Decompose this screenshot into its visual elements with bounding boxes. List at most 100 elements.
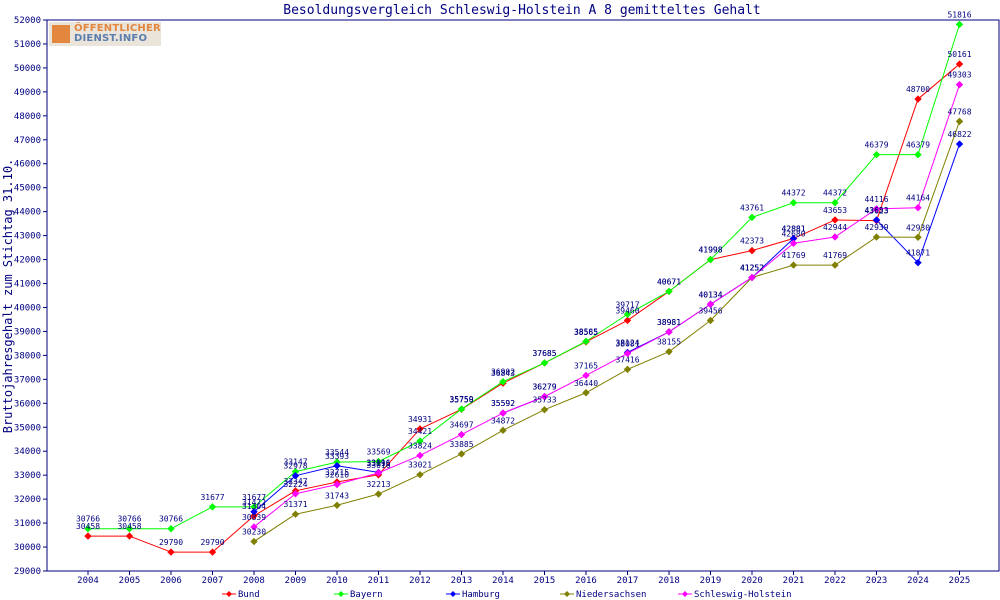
series-layer	[84, 20, 964, 556]
series-line-segment	[585, 353, 628, 376]
data-point	[706, 300, 715, 308]
series-line-segment	[710, 250, 753, 261]
data-label: 50161	[947, 50, 971, 59]
series-line-segment	[710, 217, 753, 260]
data-label: 38585	[574, 327, 598, 336]
data-point	[167, 524, 175, 533]
data-point	[872, 205, 881, 213]
data-point	[665, 328, 673, 336]
series-line-segment	[834, 219, 877, 222]
series-line-segment	[917, 84, 960, 208]
data-point	[706, 316, 715, 325]
legend-marker	[450, 591, 456, 597]
series-line-segment	[585, 368, 628, 394]
data-label: 38155	[657, 338, 681, 347]
series-line-segment	[502, 396, 545, 414]
x-tick-label: 2009	[285, 576, 307, 586]
y-tick-label: 37000	[14, 375, 41, 385]
data-label: 40134	[698, 290, 722, 299]
data-point	[499, 409, 507, 417]
data-label: 46822	[947, 130, 971, 139]
series-line-segment	[544, 340, 587, 364]
series-line-segment	[751, 237, 794, 252]
data-label: 32347	[283, 477, 307, 486]
legend-label: Bund	[238, 590, 260, 600]
x-tick-label: 2004	[77, 576, 99, 586]
y-tick-label: 50000	[14, 64, 41, 74]
series-line-segment	[585, 319, 628, 343]
data-point	[416, 425, 424, 433]
data-point	[706, 255, 715, 264]
data-point	[250, 523, 258, 531]
data-label: 43623	[864, 207, 888, 216]
series-line-segment	[502, 362, 545, 383]
data-point	[623, 365, 632, 374]
data-point	[125, 532, 134, 540]
data-label: 37416	[615, 355, 639, 364]
data-label: 47768	[947, 107, 971, 116]
series-line-segment	[295, 481, 338, 492]
data-point	[291, 490, 300, 498]
data-label: 34697	[449, 421, 473, 430]
data-label: 41252	[740, 263, 764, 272]
x-tick-label: 2005	[119, 576, 141, 586]
data-label: 30458	[117, 522, 141, 531]
x-tick-label: 2021	[783, 576, 805, 586]
y-tick-label: 51000	[14, 40, 41, 50]
data-label: 31304	[242, 502, 266, 511]
data-label: 42939	[864, 223, 888, 232]
data-label: 34931	[408, 415, 432, 424]
data-point	[582, 389, 590, 397]
series-line-segment	[668, 303, 711, 333]
data-label: 31677	[242, 493, 266, 502]
series-line-segment	[710, 277, 753, 321]
data-label: 44116	[864, 195, 888, 204]
series-line-segment	[751, 202, 794, 218]
site-logo: ÖFFENTLICHER DIENST.INFO	[49, 22, 161, 46]
series-line-segment	[876, 98, 919, 221]
data-point	[955, 80, 964, 89]
series-line-segment	[793, 219, 836, 239]
series-line-segment	[419, 408, 462, 430]
series-bund	[84, 60, 964, 556]
x-tick-label: 2007	[202, 576, 224, 586]
x-tick-label: 2008	[243, 576, 265, 586]
data-point	[167, 548, 175, 556]
data-point	[831, 233, 839, 241]
series-line-segment	[876, 207, 919, 210]
data-label: 33885	[449, 440, 473, 449]
data-label: 46379	[906, 141, 930, 150]
series-schleswig-holstein	[250, 80, 964, 531]
x-tick-label: 2010	[326, 576, 348, 586]
data-label: 32213	[366, 480, 390, 489]
data-label: 44164	[906, 194, 930, 203]
data-label: 35592	[491, 399, 515, 408]
data-point	[831, 199, 839, 207]
series-line-segment	[834, 154, 877, 204]
data-label: 29790	[200, 538, 224, 547]
data-point	[499, 377, 507, 386]
x-tick-label: 2012	[409, 576, 431, 586]
series-line-segment	[419, 453, 462, 476]
series-bayern	[84, 20, 964, 533]
data-label: 33016	[366, 461, 390, 470]
series-niedersachsen	[250, 117, 964, 546]
y-tick-label: 48000	[14, 112, 41, 122]
data-label: 36902	[491, 368, 515, 377]
data-label: 33393	[325, 452, 349, 461]
y-tick-label: 33000	[14, 471, 41, 481]
data-point	[914, 204, 922, 212]
data-point	[333, 462, 341, 470]
data-label: 38981	[657, 318, 681, 327]
data-point	[748, 213, 756, 222]
data-label: 48700	[906, 85, 930, 94]
x-tick-label: 2006	[160, 576, 182, 586]
legend-marker	[682, 591, 688, 597]
y-tick-label: 39000	[14, 327, 41, 337]
data-point	[623, 316, 632, 325]
data-label: 40671	[657, 277, 681, 286]
y-axis-label: Bruttojahresgehalt zum Stichtag 31.10.	[1, 159, 15, 434]
series-line-segment	[378, 440, 421, 462]
series-line-segment	[793, 236, 836, 244]
y-tick-label: 42000	[14, 256, 41, 266]
